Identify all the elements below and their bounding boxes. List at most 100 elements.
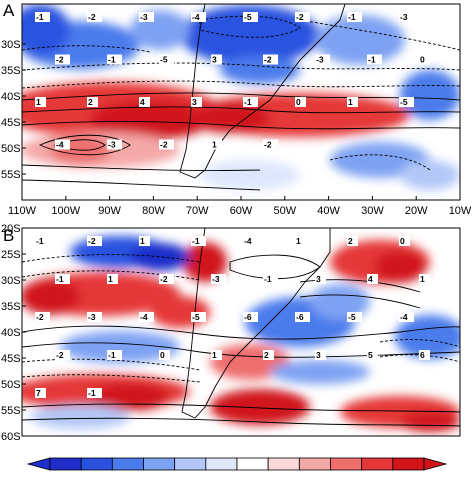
contour-labels-b: -1 -2 1 -1 -4 1 2 0 -1 1 -2 -3 -1 3 4 1 -2 -3 -4 -5 -6 -6 -5 -4… (35, 236, 430, 398)
contour-label-bg (139, 12, 154, 22)
lon-tick-label: 40W (317, 205, 340, 217)
contour-label: -1 (264, 274, 272, 284)
contour-label-bg (107, 350, 122, 360)
contour-label-bg (419, 274, 430, 284)
contour-label: -2 (296, 12, 304, 22)
contour-label: -5 (244, 12, 252, 22)
contour-label: 1 (296, 236, 301, 246)
contour-label-bg (347, 97, 358, 107)
lat-tick-label: 55S (1, 169, 21, 181)
lat-tick-label: 25S (1, 249, 21, 261)
contour-label-bg (367, 54, 382, 65)
colorbar-segment (111, 457, 144, 471)
anomaly-shading-a (22, 4, 460, 200)
contour-label: 1 (348, 97, 353, 107)
contour-label: -1 (108, 55, 116, 65)
contour-label: -2 (264, 140, 272, 150)
contour-label-bg (107, 54, 122, 65)
contour-label: -1 (244, 97, 252, 107)
lon-tick-label: 70W (186, 205, 209, 217)
contour-label: 1 (36, 97, 41, 107)
contour-label: -5 (348, 312, 356, 322)
contour-label-bg (159, 274, 174, 284)
contour-label-bg (211, 54, 222, 65)
contour-label-bg (159, 139, 174, 150)
contour-label: -4 (192, 12, 200, 22)
lat-tick-label: 45S (1, 353, 21, 365)
contour-label-bg (191, 312, 206, 322)
contour-label: -4 (400, 312, 408, 322)
contour-label: 4 (140, 97, 145, 107)
contour-label-bg (243, 236, 258, 246)
lat-ticks-a: 30S 35S 40S 45S 50S 55S (1, 39, 26, 181)
contour-label: -1 (192, 236, 200, 246)
contour-label-bg (243, 12, 258, 22)
south-america-outline-a (179, 4, 346, 179)
contour-label: 5 (368, 350, 373, 360)
contour-label-bg (295, 312, 310, 322)
contour-label-bg (399, 236, 410, 246)
lat-tick-label: 30S (1, 39, 21, 51)
contour-label-bg (35, 388, 46, 398)
colorbar-segment (392, 457, 425, 471)
contour-label-bg (399, 312, 414, 322)
colorbar-right-arrow (423, 457, 448, 471)
lat-tick-label: 45S (1, 117, 21, 129)
contour-labels-a: -1 -2 -3 -4 -5 -2 -1 -3 -2 -1 -5 3 -2 -3 -1 0 1 2 4 3 -1 0 1 -5… (35, 12, 430, 150)
contour-label: -2 (160, 274, 168, 284)
contour-label: -5 (192, 312, 200, 322)
contour-label: 3 (212, 55, 217, 65)
contour-label: 1 (140, 236, 145, 246)
lon-ticks-a: 110W 100W 90W 80W 70W 60W 50W 40W 30W 20W 10W (8, 196, 472, 217)
contour-label-bg (159, 350, 170, 360)
contour-label: -1 (368, 55, 376, 65)
contour-label: -1 (108, 350, 116, 360)
colorbar-segment (49, 457, 82, 471)
contour-label: -2 (56, 350, 64, 360)
contour-label: -1 (36, 12, 44, 22)
colorbar (0, 452, 474, 474)
south-america-outline-b (181, 228, 331, 419)
contour-label: -1 (36, 236, 44, 246)
contour-label: 3 (316, 274, 321, 284)
contour-label: 1 (212, 350, 217, 360)
lat-ticks-b: 20S 25S 30S 35S 40S 45S 50S 55S 60S (1, 223, 26, 443)
contour-label: 1 (420, 274, 425, 284)
contour-label-bg (367, 274, 378, 284)
panel-a: A 30S 35S 40S 45S 50S 55S 110W 100W 90W 80W 70W 60… (0, 0, 474, 218)
contour-label: 1 (212, 140, 217, 150)
contour-label-bg (295, 97, 306, 107)
lon-tick-label: 10W (449, 205, 472, 217)
contour-label: -6 (296, 312, 304, 322)
colorbar-svg (26, 457, 448, 471)
contour-label-bg (107, 139, 122, 150)
contour-label-bg (191, 12, 206, 22)
contour-label: -3 (140, 12, 148, 22)
lon-tick-label: 50W (273, 205, 296, 217)
lon-tick-label: 90W (98, 205, 121, 217)
contour-label-bg (211, 274, 226, 284)
colorbar-segment (80, 457, 113, 471)
contour-label: 0 (296, 97, 301, 107)
lat-tick-label: 35S (1, 301, 21, 313)
contour-label-bg (55, 350, 70, 360)
contour-label-bg (87, 97, 98, 107)
contour-label-bg (139, 97, 150, 107)
contour-label: 3 (192, 97, 197, 107)
contour-label-bg (87, 312, 102, 322)
lon-tick-label: 30W (361, 205, 384, 217)
contour-label: -3 (316, 55, 324, 65)
contour-label-bg (399, 97, 414, 107)
panel-b: B 20S 25S 30S 35S 40S 45S 50S 55S 60S -1 -2 1 -1 -4 1… (0, 222, 474, 444)
colorbar-segment (143, 457, 176, 471)
lat-tick-label: 35S (1, 65, 21, 77)
contour-label-bg (55, 139, 70, 150)
colorbar-segment (330, 457, 363, 471)
lon-tick-label: 110W (8, 205, 37, 217)
contour-label-bg (55, 274, 70, 284)
contour-lines-a (22, 15, 460, 191)
lat-tick-label: 60S (1, 431, 21, 443)
lat-tick-label: 40S (1, 327, 21, 339)
colorbar-segment (267, 457, 300, 471)
contour-label-bg (263, 54, 278, 65)
